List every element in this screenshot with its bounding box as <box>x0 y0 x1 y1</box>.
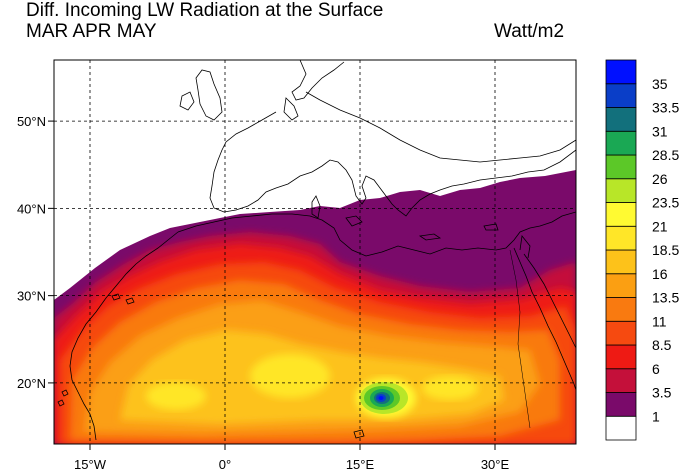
colorbar-label: 31 <box>652 123 668 139</box>
field-shading <box>54 60 576 444</box>
colorbar-label: 18.5 <box>652 242 679 258</box>
colorbar-swatch <box>605 368 637 393</box>
colorbar-swatch <box>605 130 637 156</box>
x-tick-label: 15°W <box>74 457 107 472</box>
contour-band-8 <box>250 354 330 398</box>
colorbar-swatch <box>605 249 637 275</box>
units-label: Watt/m2 <box>494 21 565 42</box>
colorbar-label: 21 <box>652 218 668 234</box>
colorbar-label: 1 <box>652 408 660 424</box>
colorbar-label: 23.5 <box>652 195 679 211</box>
y-tick-label: 30°N <box>17 289 46 304</box>
contour-band-8b <box>146 382 206 410</box>
colorbar-label: 8.5 <box>652 337 672 353</box>
colorbar-swatch <box>605 107 637 132</box>
colorbar-label: 16 <box>652 266 668 282</box>
colorbar-swatch <box>605 59 637 85</box>
x-tick-label: 30°E <box>481 457 510 472</box>
x-tick-label: 0° <box>219 457 231 472</box>
y-tick-label: 40°N <box>17 201 46 216</box>
colorbar-label: 13.5 <box>652 290 679 306</box>
colorbar-label: 11 <box>652 313 667 329</box>
axis-ticks: 15°W 0° 15°E 30°E 20°N 30°N 40°N 50°N <box>17 114 510 472</box>
chart-title: Diff. Incoming LW Radiation at the Surfa… <box>26 0 384 21</box>
colorbar-label: 26 <box>652 171 668 187</box>
colorbar-swatch <box>605 344 637 370</box>
colorbar-label: 33.5 <box>652 100 679 116</box>
x-tick-label: 15°E <box>346 457 375 472</box>
colorbar-swatch <box>605 225 637 251</box>
y-tick-label: 20°N <box>17 376 46 391</box>
colorbar-swatch <box>605 392 637 417</box>
colorbar-label: 35 <box>652 76 668 92</box>
colorbar-swatch <box>605 297 637 322</box>
colorbar-swatch <box>605 202 637 227</box>
season-label: MAR APR MAY <box>26 21 157 42</box>
coastline-icon <box>57 60 576 441</box>
colorbar-label: 6 <box>652 361 660 377</box>
colorbar-swatch <box>605 83 637 108</box>
contour-band-15 <box>378 396 384 400</box>
gridlines <box>54 60 576 444</box>
colorbar-swatch <box>605 273 637 298</box>
colorbar-label: 28.5 <box>652 147 679 163</box>
colorbar-swatch <box>605 415 637 441</box>
colorbar-label: 3.5 <box>652 385 672 401</box>
y-tick-label: 50°N <box>17 114 46 129</box>
colorbar-swatch <box>605 320 637 346</box>
plot-frame <box>53 59 577 445</box>
colorbar-swatch <box>605 178 637 203</box>
contour-band-8c <box>422 376 478 400</box>
colorbar-swatch <box>605 154 637 180</box>
